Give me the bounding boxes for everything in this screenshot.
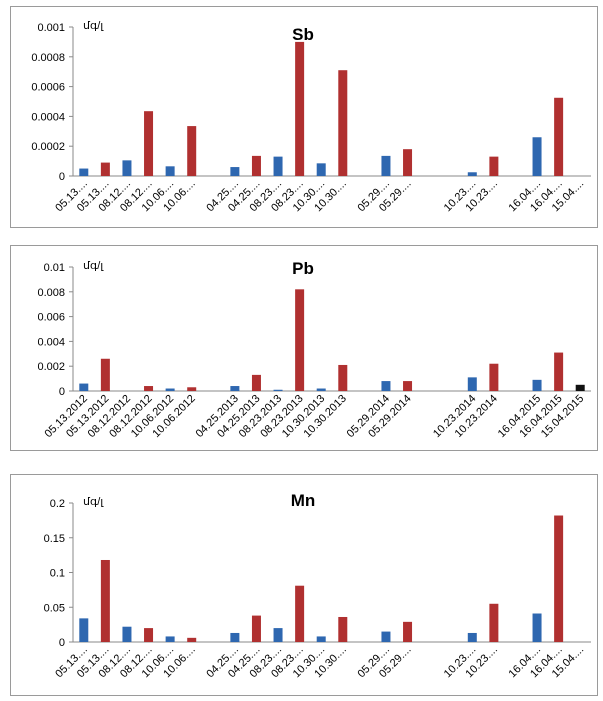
bar-mn: [489, 603, 499, 642]
bar-sb: [381, 155, 391, 176]
bar-sb: [403, 149, 413, 176]
y-tick-label: 0.1: [50, 568, 65, 580]
bar-mn: [338, 616, 348, 642]
bar-mn: [532, 613, 542, 642]
chart-panel-sb: 0 0.0002 0.0004 0.0006 0.0008 0.001 Sb մգ/լ 05.1…: [10, 6, 598, 228]
bar-mn: [251, 615, 261, 642]
bar-sb: [251, 155, 261, 176]
y-tick-label: 0.006: [37, 312, 65, 324]
unit-label-sb: մգ/լ: [83, 20, 104, 32]
y-tick-label: 0: [59, 637, 65, 649]
bar-pb: [273, 389, 283, 391]
bar-pb: [575, 384, 585, 391]
y-tick-label: 0.01: [44, 262, 65, 274]
y-tick-label: 0.002: [37, 361, 65, 373]
bar-mn: [187, 637, 197, 642]
unit-label-pb: մգ/լ: [83, 260, 104, 272]
chart-mn: 00.050.10.150.2 Mnմգ/լ05.13....05.13....0…: [44, 491, 591, 680]
y-tick-label: 0.2: [50, 498, 65, 510]
bar-mn: [295, 585, 305, 642]
chart-panel-pb: 0 0.002 0.004 0.006 0.008 0.01 Pb մգ/լ 05.13.201…: [10, 245, 598, 451]
bar-sb: [273, 156, 283, 176]
y-tick-label: 0.008: [37, 287, 65, 299]
bar-pb: [489, 363, 499, 391]
y-tick-label: 0.05: [44, 602, 65, 614]
bar-sb: [165, 166, 175, 176]
y-tick-label: 0.004: [37, 336, 65, 348]
bar-sb: [230, 167, 240, 176]
bar-pb: [532, 379, 542, 391]
bar-pb: [316, 388, 326, 391]
bar-pb: [338, 364, 348, 391]
bar-pb: [554, 352, 564, 391]
bar-pb: [467, 377, 477, 391]
bar-sb: [187, 126, 197, 176]
bar-mn: [100, 559, 110, 642]
bar-pb: [295, 289, 305, 391]
bar-pb: [187, 387, 197, 391]
bar-sb: [100, 162, 110, 176]
bar-pb: [79, 383, 89, 391]
chart-title-mn: Mn: [291, 491, 316, 510]
bar-mn: [403, 621, 413, 642]
bar-sb: [295, 41, 305, 177]
bar-sb: [338, 70, 348, 176]
y-tick-label: 0.0008: [31, 52, 65, 64]
bar-pb: [230, 386, 240, 391]
unit-label-mn: մգ/լ: [83, 496, 104, 508]
y-tick-label: 0.0004: [31, 111, 65, 123]
y-tick-label: 0.001: [37, 22, 65, 34]
y-tick-label: 0: [59, 386, 65, 398]
bar-sb: [554, 97, 564, 176]
chart-panel-mn: 0 0.05 0.1 0.15 0.2 Mn մգ/լ 05.13.... 05.13.... 0…: [10, 474, 598, 696]
bar-sb: [316, 163, 326, 176]
bar-pb: [144, 386, 154, 391]
bar-mn: [230, 632, 240, 642]
bar-mn: [165, 636, 175, 642]
chart-title-pb: Pb: [292, 259, 314, 278]
bar-pb: [381, 381, 391, 391]
bar-mn: [554, 515, 564, 642]
bar-sb: [79, 168, 89, 176]
bar-mn: [381, 631, 391, 642]
bar-mn: [467, 632, 477, 642]
y-tick-label: 0.0002: [31, 141, 65, 153]
bar-sb: [489, 156, 499, 176]
bar-mn: [79, 618, 89, 642]
y-tick-label: 0.0006: [31, 82, 65, 94]
bar-sb: [144, 111, 154, 176]
bar-mn: [316, 636, 326, 642]
bar-sb: [532, 137, 542, 176]
bar-mn: [273, 628, 283, 642]
bar-pb: [251, 374, 261, 391]
bar-pb: [100, 358, 110, 391]
chart-title-sb: Sb: [292, 25, 314, 44]
bar-mn: [144, 628, 154, 642]
bar-sb: [467, 172, 477, 176]
bar-pb: [403, 381, 413, 391]
bar-mn: [122, 626, 132, 642]
y-tick-label: 0: [59, 171, 65, 183]
y-tick-label: 0.15: [44, 533, 65, 545]
bar-pb: [165, 388, 175, 391]
bar-sb: [122, 160, 132, 176]
